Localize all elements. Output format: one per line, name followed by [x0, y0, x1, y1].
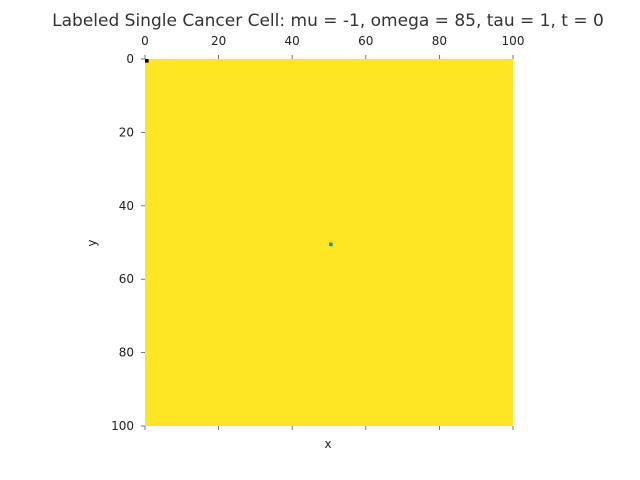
x-tick-label-top: 40: [285, 34, 300, 48]
heatmap-cell-0: [145, 59, 149, 63]
y-tick-label: 20: [119, 125, 134, 139]
axis-ticks: 0 20 40 60 80 100 0 20 40 60 80 100: [110, 33, 525, 434]
y-tick-label: 60: [119, 272, 134, 286]
x-tick-label-top: 20: [211, 34, 226, 48]
x-tick-label-top: 100: [502, 34, 525, 48]
x-tick-label-top: 0: [141, 34, 149, 48]
y-tick-label: 100: [111, 419, 134, 433]
y-tick-label: 80: [119, 346, 134, 360]
x-axis-label: x: [324, 437, 331, 451]
x-tick-label-top: 80: [432, 34, 447, 48]
y-axis-label: y: [85, 239, 99, 246]
x-tick-label-top: 60: [358, 34, 373, 48]
y-tick-label: 40: [119, 199, 134, 213]
heatmap-cell-1: [329, 242, 333, 247]
heatmap-cells: [145, 59, 333, 247]
y-tick-label: 0: [126, 52, 134, 66]
chart-title: Labeled Single Cancer Cell: mu = -1, ome…: [52, 11, 604, 31]
